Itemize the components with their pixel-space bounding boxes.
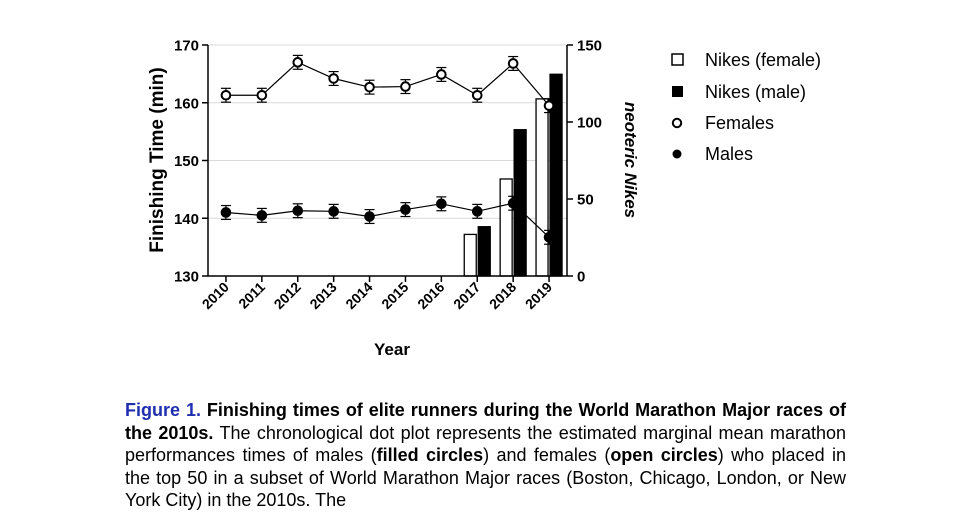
point-males-2013 — [328, 206, 339, 217]
y-right-tick-label: 100 — [577, 115, 602, 132]
x-tick-label-2016: 2016 — [414, 279, 447, 312]
point-males-2010 — [220, 207, 232, 218]
y-right-tick-label: 50 — [577, 192, 594, 209]
legend-marker-males — [672, 149, 682, 159]
figure-caption: Figure 1. Finishing times of elite runne… — [125, 399, 846, 512]
x-tick-label-2019: 2019 — [522, 279, 555, 312]
x-tick-label-2011: 2011 — [235, 279, 268, 312]
x-tick-label-2015: 2015 — [378, 279, 411, 312]
x-tick-label-2012: 2012 — [271, 279, 304, 312]
legend-label-males: Males — [705, 144, 753, 164]
legend-marker-females — [671, 117, 683, 129]
legend-label-females: Females — [705, 113, 774, 133]
y-left-tick-label: 170 — [174, 38, 199, 55]
axes — [202, 44, 573, 282]
point-females-2017 — [471, 89, 483, 101]
series-lines — [225, 61, 550, 238]
point-females-2018 — [507, 58, 519, 69]
point-females-2011 — [256, 89, 268, 101]
line-males — [225, 202, 550, 238]
series-points — [220, 54, 555, 245]
line-females — [225, 61, 550, 107]
y-axis-right-label: neoteric Nikes — [621, 102, 640, 218]
chart: 130 140 150 160 170 0 50 100 150 2010 2011 2012 2013… — [147, 38, 821, 360]
point-males-2011 — [256, 210, 268, 221]
bars — [463, 73, 563, 277]
point-males-2015 — [400, 204, 411, 215]
legend: Nikes (female) Nikes (male) Females Male… — [671, 50, 821, 164]
legend-swatch-nikes-male — [672, 86, 683, 97]
legend-label-nikes-male: Nikes (male) — [705, 82, 806, 102]
y-right-tick-label: 0 — [577, 269, 585, 286]
x-tick-label-2018: 2018 — [486, 279, 519, 312]
point-males-2019 — [543, 232, 555, 243]
point-males-2017 — [471, 206, 483, 217]
point-males-2014 — [364, 211, 375, 222]
y-axis-left-label: Finishing Time (min) — [147, 67, 168, 252]
x-tick-label-2014: 2014 — [342, 279, 375, 312]
y-left-tick-label: 160 — [174, 95, 199, 112]
legend-swatch-nikes-female — [671, 53, 684, 66]
point-males-2018 — [507, 197, 519, 209]
y-left-tick-label: 150 — [174, 153, 199, 170]
point-males-2012 — [292, 205, 304, 217]
x-tick-label-2013: 2013 — [306, 279, 339, 312]
bar-nikes-female-2019 — [535, 98, 549, 277]
caption-text-3: ) who placed in the top 50 in a subset o… — [125, 445, 846, 511]
point-females-2014 — [364, 81, 375, 93]
caption-bold-open: open circles — [610, 445, 718, 466]
point-males-2016 — [436, 198, 447, 210]
y-left-tick-label: 140 — [174, 211, 199, 228]
caption-text-1: The chronological dot plot represents th… — [125, 422, 846, 466]
x-axis-label: Year — [374, 340, 410, 359]
bar-nikes-male-2017 — [477, 226, 491, 277]
caption-text-2: ) and females ( — [483, 445, 611, 466]
legend-label-nikes-female: Nikes (female) — [705, 50, 821, 70]
point-females-2013 — [328, 73, 339, 84]
x-tick-label-2010: 2010 — [199, 279, 232, 312]
bar-nikes-female-2017 — [463, 233, 477, 277]
y-left-tick-label: 130 — [174, 269, 199, 286]
bar-nikes-female-2018 — [499, 178, 513, 277]
point-females-2010 — [220, 89, 232, 101]
x-tick-label-2017: 2017 — [450, 279, 483, 312]
point-females-2012 — [292, 57, 304, 68]
caption-bold-filled: filled circles — [376, 445, 484, 466]
y-right-tick-label: 150 — [577, 38, 602, 55]
point-females-2015 — [400, 81, 411, 92]
caption-title: Finishing times of elite runners during … — [125, 400, 847, 443]
point-females-2016 — [436, 69, 447, 80]
point-females-2019 — [543, 100, 555, 111]
caption-figure-label: Figure 1. — [125, 400, 201, 420]
